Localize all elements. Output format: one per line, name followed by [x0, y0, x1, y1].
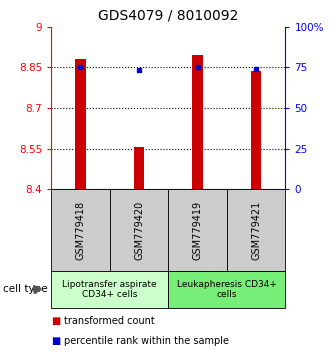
Bar: [192, 55, 203, 189]
Bar: [134, 147, 144, 189]
Text: GSM779419: GSM779419: [193, 200, 203, 260]
Text: Leukapheresis CD34+
cells: Leukapheresis CD34+ cells: [177, 280, 277, 299]
Text: transformed count: transformed count: [64, 316, 155, 326]
Text: GSM779418: GSM779418: [76, 200, 85, 260]
Bar: [75, 59, 86, 189]
Text: GSM779421: GSM779421: [251, 200, 261, 260]
Text: ■: ■: [51, 336, 60, 346]
Text: ■: ■: [51, 316, 60, 326]
Bar: [251, 72, 261, 189]
Text: GSM779420: GSM779420: [134, 200, 144, 260]
Text: percentile rank within the sample: percentile rank within the sample: [64, 336, 229, 346]
Text: cell type: cell type: [3, 284, 48, 295]
Text: Lipotransfer aspirate
CD34+ cells: Lipotransfer aspirate CD34+ cells: [62, 280, 157, 299]
Title: GDS4079 / 8010092: GDS4079 / 8010092: [98, 8, 239, 23]
